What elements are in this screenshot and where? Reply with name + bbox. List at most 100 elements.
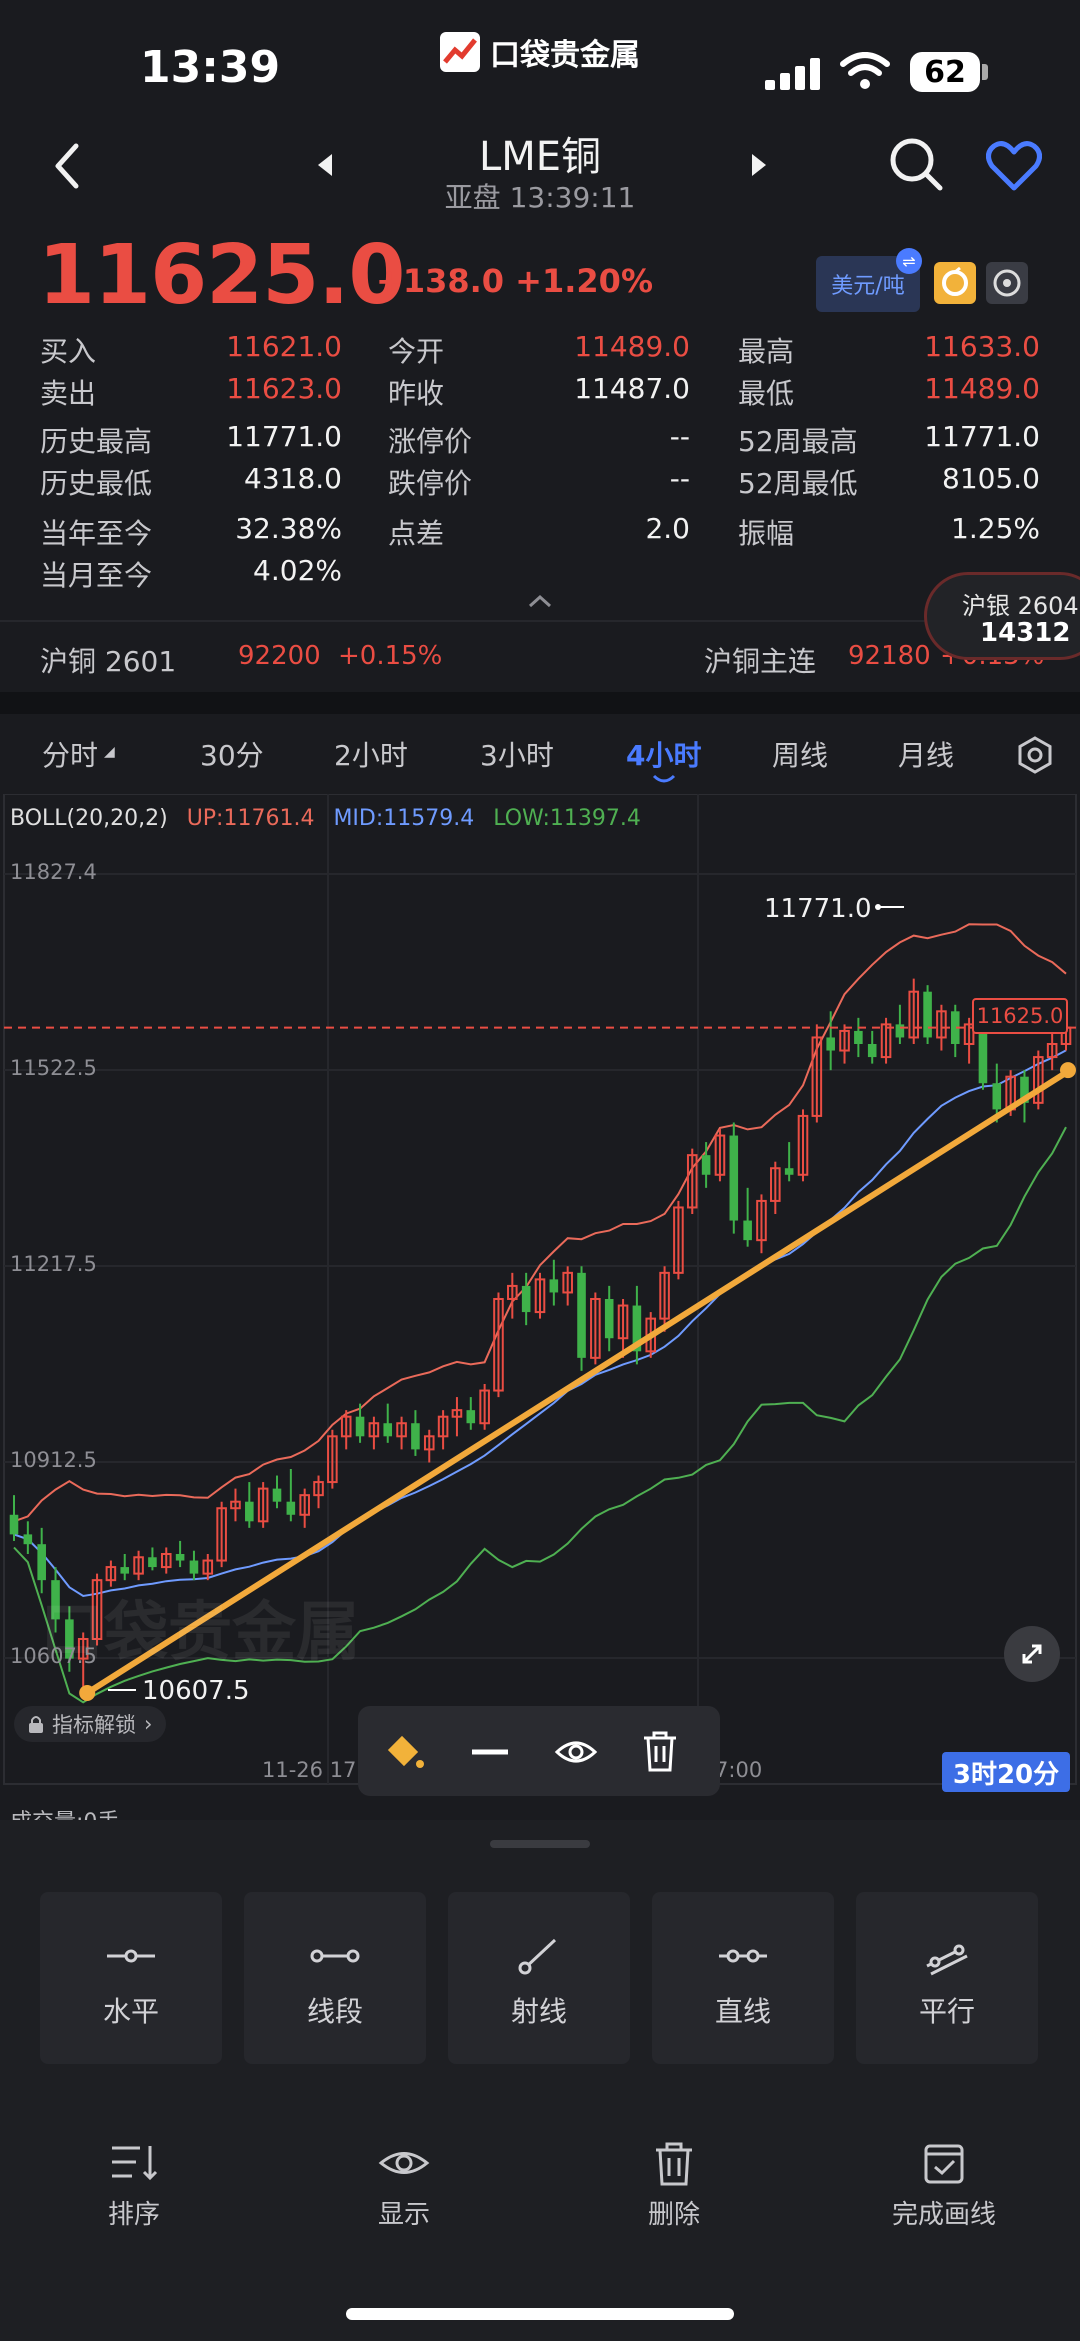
stat-label: 振幅 <box>738 517 795 550</box>
eye-icon[interactable] <box>378 2140 430 2186</box>
floating-quote-card[interactable] <box>924 572 1080 660</box>
candle-body <box>936 1010 947 1039</box>
stat-value: 11771.0 <box>924 420 1040 453</box>
bottom-action-label[interactable]: 完成画线 <box>891 2200 996 2230</box>
related-contract-label[interactable]: 沪铜 2601 <box>40 645 177 678</box>
search-icon[interactable] <box>888 136 944 192</box>
user-trendline <box>84 1067 1073 1696</box>
draw-tool-label: 射线 <box>510 1995 567 2028</box>
draw-tool-4[interactable] <box>856 1892 1038 2064</box>
home-indicator <box>346 2308 734 2320</box>
chevron-right-icon: › <box>144 1712 153 1736</box>
candle-body <box>77 1638 89 1660</box>
candle-body <box>673 1206 684 1274</box>
trendline-handle <box>1060 1062 1076 1079</box>
drawing-edit-toolbar <box>358 1706 720 1796</box>
bottom-action-label[interactable]: 排序 <box>107 2200 160 2230</box>
stat-label: 昨收 <box>388 377 445 410</box>
candle-body <box>839 1029 850 1052</box>
stat-value: 11623.0 <box>226 372 342 405</box>
stat-value: 2.0 <box>645 512 690 545</box>
candle-body <box>466 1410 476 1424</box>
ray-line-icon <box>518 1938 557 1975</box>
candle-body <box>299 1494 310 1516</box>
stat-value: 4.02% <box>253 554 342 587</box>
dropdown-caret-icon: ◢ <box>104 744 115 760</box>
active-tab-indicator <box>652 774 676 783</box>
lock-icon <box>29 1716 43 1733</box>
period-tab[interactable]: 月线 <box>898 739 955 772</box>
ai-assistant-icon[interactable] <box>986 262 1028 304</box>
stat-value: 11621.0 <box>226 330 342 363</box>
trash-icon[interactable] <box>638 1728 682 1774</box>
status-time: 13:39 <box>140 42 281 93</box>
favorite-heart-icon[interactable] <box>986 140 1042 192</box>
boll-params: BOLL(20,20,2) <box>10 806 168 831</box>
draw-tool-label: 线段 <box>306 1995 363 2028</box>
candle-body <box>340 1415 352 1438</box>
candlestick-chart[interactable]: 口袋贵金属 <box>0 794 1080 1808</box>
line-style-icon[interactable] <box>468 1730 512 1774</box>
candle-body <box>202 1559 214 1575</box>
related-main-label[interactable]: 沪铜主连 <box>704 645 817 678</box>
stat-label: 买入 <box>40 335 97 368</box>
check-calendar-icon[interactable] <box>918 2140 970 2186</box>
chart-settings-icon[interactable] <box>1016 736 1054 774</box>
y-tick-label: 11522.5 <box>10 1056 97 1080</box>
boll-lower-line <box>13 1126 1067 1704</box>
period-tab[interactable]: 分时 <box>42 739 99 772</box>
logo-icon <box>440 32 480 72</box>
candle-body <box>729 1135 739 1221</box>
candle-body <box>437 1415 449 1438</box>
draw-tool-0[interactable] <box>40 1892 222 2064</box>
candle-body <box>895 1024 905 1038</box>
session-time: 亚盘 13:39:11 <box>444 181 636 214</box>
wifi-icon <box>840 52 890 89</box>
related-contract-change: +0.15% <box>338 641 443 671</box>
fill-color-icon[interactable] <box>384 1730 428 1774</box>
candle-body <box>257 1487 269 1523</box>
candle-body <box>245 1501 254 1522</box>
app-logo: 口袋贵金属 <box>440 30 640 74</box>
eye-icon[interactable] <box>554 1730 598 1774</box>
candle-body <box>175 1554 185 1561</box>
period-tab[interactable]: 2小时 <box>334 739 408 772</box>
related-contract-price: 92200 <box>238 641 321 671</box>
fullscreen-button[interactable] <box>1004 1626 1060 1682</box>
candle-body <box>23 1534 33 1545</box>
back-button[interactable] <box>44 136 94 196</box>
stat-label: 点差 <box>388 517 445 550</box>
candle-body <box>65 1619 74 1659</box>
period-tab[interactable]: 周线 <box>772 739 829 772</box>
next-symbol-button[interactable] <box>748 150 772 180</box>
candle-body <box>327 1435 338 1484</box>
period-tab[interactable]: 4小时 <box>626 739 702 772</box>
stat-value: 11633.0 <box>924 330 1040 363</box>
draw-tool-3[interactable] <box>652 1892 834 2064</box>
period-tab[interactable]: 3小时 <box>480 739 554 772</box>
collapse-stats-icon[interactable] <box>528 594 552 608</box>
indicator-unlock-button[interactable]: 指标解锁 › <box>14 1706 167 1742</box>
draw-tool-1[interactable] <box>244 1892 426 2064</box>
replay-tool-icon[interactable] <box>934 262 976 304</box>
trash-icon[interactable] <box>648 2140 700 2186</box>
candle-body <box>743 1220 752 1241</box>
draw-tool-2[interactable] <box>448 1892 630 2064</box>
bottom-action-label[interactable]: 删除 <box>647 2200 700 2230</box>
boll-mid-value: MID:11579.4 <box>333 806 475 831</box>
candle-body <box>1020 1076 1029 1103</box>
expand-icon <box>1022 1644 1042 1664</box>
y-tick-label: 10607.5 <box>10 1644 97 1668</box>
candle-body <box>811 1036 823 1117</box>
candle-body <box>534 1278 546 1314</box>
bottom-action-label[interactable]: 显示 <box>377 2200 430 2230</box>
unit-toggle-button[interactable]: 美元/吨 <box>816 256 920 312</box>
candle-body <box>797 1114 809 1176</box>
drag-handle[interactable] <box>490 1840 590 1848</box>
period-tab[interactable]: 30分 <box>200 739 264 772</box>
stat-label: 今开 <box>388 335 445 368</box>
candle-body <box>133 1556 144 1575</box>
sort-icon[interactable] <box>108 2140 160 2186</box>
stat-label: 52周最低 <box>738 467 858 500</box>
previous-symbol-button[interactable] <box>312 150 336 180</box>
